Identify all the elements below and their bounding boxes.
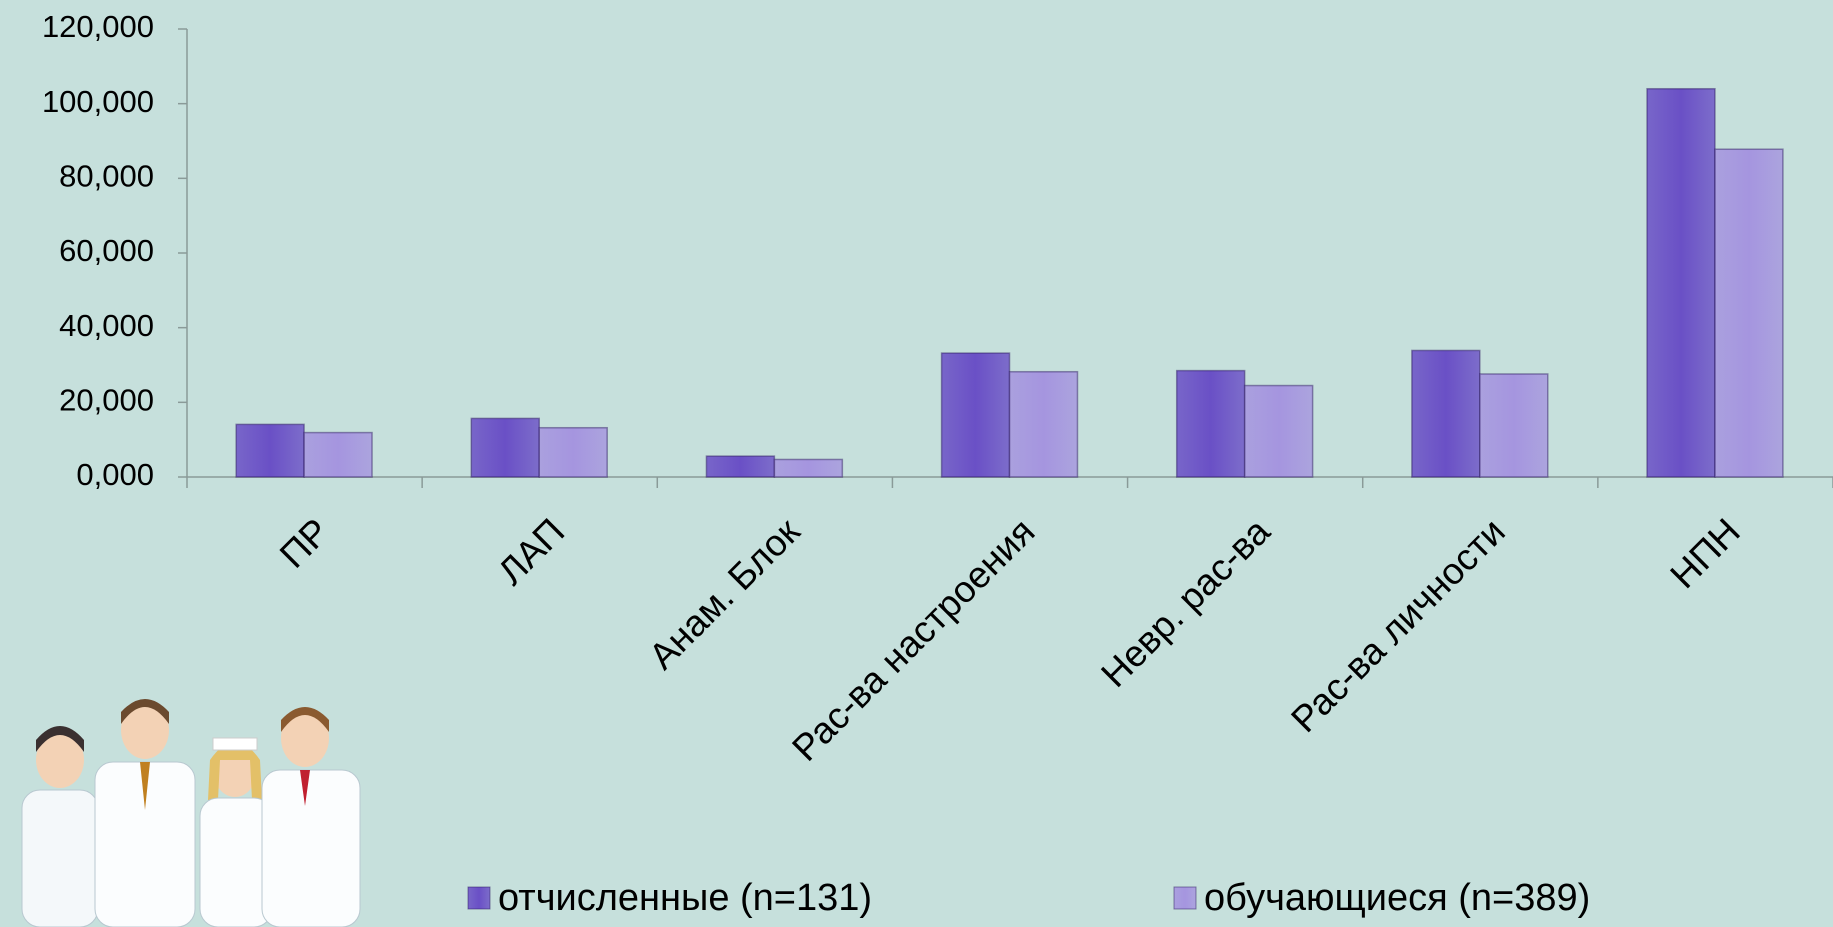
y-tick-label: 100,000 [42, 84, 154, 119]
bar [1714, 148, 1784, 478]
bar [940, 352, 1011, 478]
y-tick-label: 80,000 [59, 159, 154, 194]
y-tick-label: 0,000 [76, 457, 154, 492]
bar [470, 417, 540, 478]
bar [538, 426, 608, 478]
bar [235, 423, 305, 478]
x-tick-label: Рас-ва личности [1283, 511, 1513, 741]
y-tick-label: 60,000 [59, 233, 154, 268]
x-tick-label: ПР [272, 511, 337, 576]
legend-label: обучающиеся (n=389) [1204, 877, 1590, 919]
illustration [21, 699, 361, 927]
bar [705, 455, 776, 478]
bar [1411, 349, 1481, 478]
bar [1479, 373, 1549, 478]
y-tick-label: 20,000 [59, 383, 154, 418]
legend-swatch [1173, 886, 1197, 910]
legend-swatch [467, 886, 491, 910]
x-tick-label: ЛАП [490, 511, 572, 593]
bar [1646, 87, 1716, 478]
y-tick-label: 120,000 [42, 9, 154, 44]
x-tick-label: НПН [1662, 511, 1748, 597]
bar [773, 458, 844, 478]
bar [1175, 369, 1246, 478]
x-tick-label: Невр. рас-ва [1093, 510, 1278, 695]
y-tick-label: 40,000 [59, 308, 154, 343]
x-tick-label: Анам. Блок [641, 510, 808, 677]
legend-label: отчисленные (n=131) [498, 877, 872, 919]
bar [303, 431, 373, 478]
bar [1008, 370, 1079, 478]
x-tick-label: Рас-ва настроения [784, 511, 1042, 769]
bar [1243, 384, 1314, 478]
